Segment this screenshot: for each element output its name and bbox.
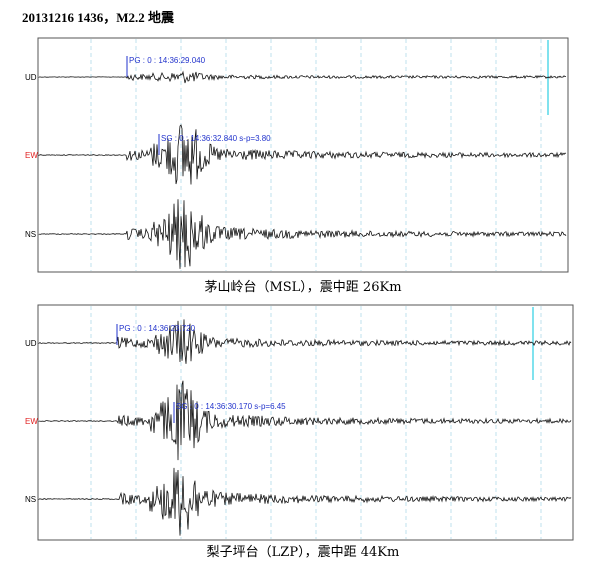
panel: UD EW NS PG : 0 : 14:36:23.720 SG : 0 : 14:3… bbox=[25, 304, 574, 560]
waveform bbox=[38, 124, 567, 185]
channel-label: EW bbox=[25, 151, 38, 160]
channel-label: UD bbox=[25, 339, 37, 348]
pick-label: SG : 0 : 14:36:30.170 s-p=6.45 bbox=[176, 402, 286, 411]
pick-label: PG : 0 : 14:36:29.040 bbox=[129, 56, 206, 65]
frame bbox=[37, 304, 574, 541]
channel-label: UD bbox=[25, 73, 37, 82]
waveform bbox=[38, 199, 567, 269]
frame bbox=[37, 37, 569, 273]
waveform bbox=[38, 319, 572, 364]
title: 20131216 1436，M2.2 地震 bbox=[22, 10, 175, 25]
waveform bbox=[38, 70, 567, 84]
waveform bbox=[38, 380, 572, 461]
caption: 梨子坪台（LZP），震中距 44Km bbox=[207, 545, 400, 560]
panel: UD EW NS PG : 0 : 14:36:29.040 SG : 0 : 14:3… bbox=[25, 37, 569, 295]
pick-label: SG : 0 : 14:36:32.840 s-p=3.80 bbox=[161, 134, 271, 143]
channel-label: NS bbox=[25, 230, 36, 239]
channel-label: EW bbox=[25, 417, 38, 426]
pick-label: PG : 0 : 14:36:23.720 bbox=[119, 324, 196, 333]
caption: 茅山岭台（MSL），震中距 26Km bbox=[204, 280, 401, 295]
waveform bbox=[38, 467, 572, 536]
channel-label: NS bbox=[25, 495, 36, 504]
